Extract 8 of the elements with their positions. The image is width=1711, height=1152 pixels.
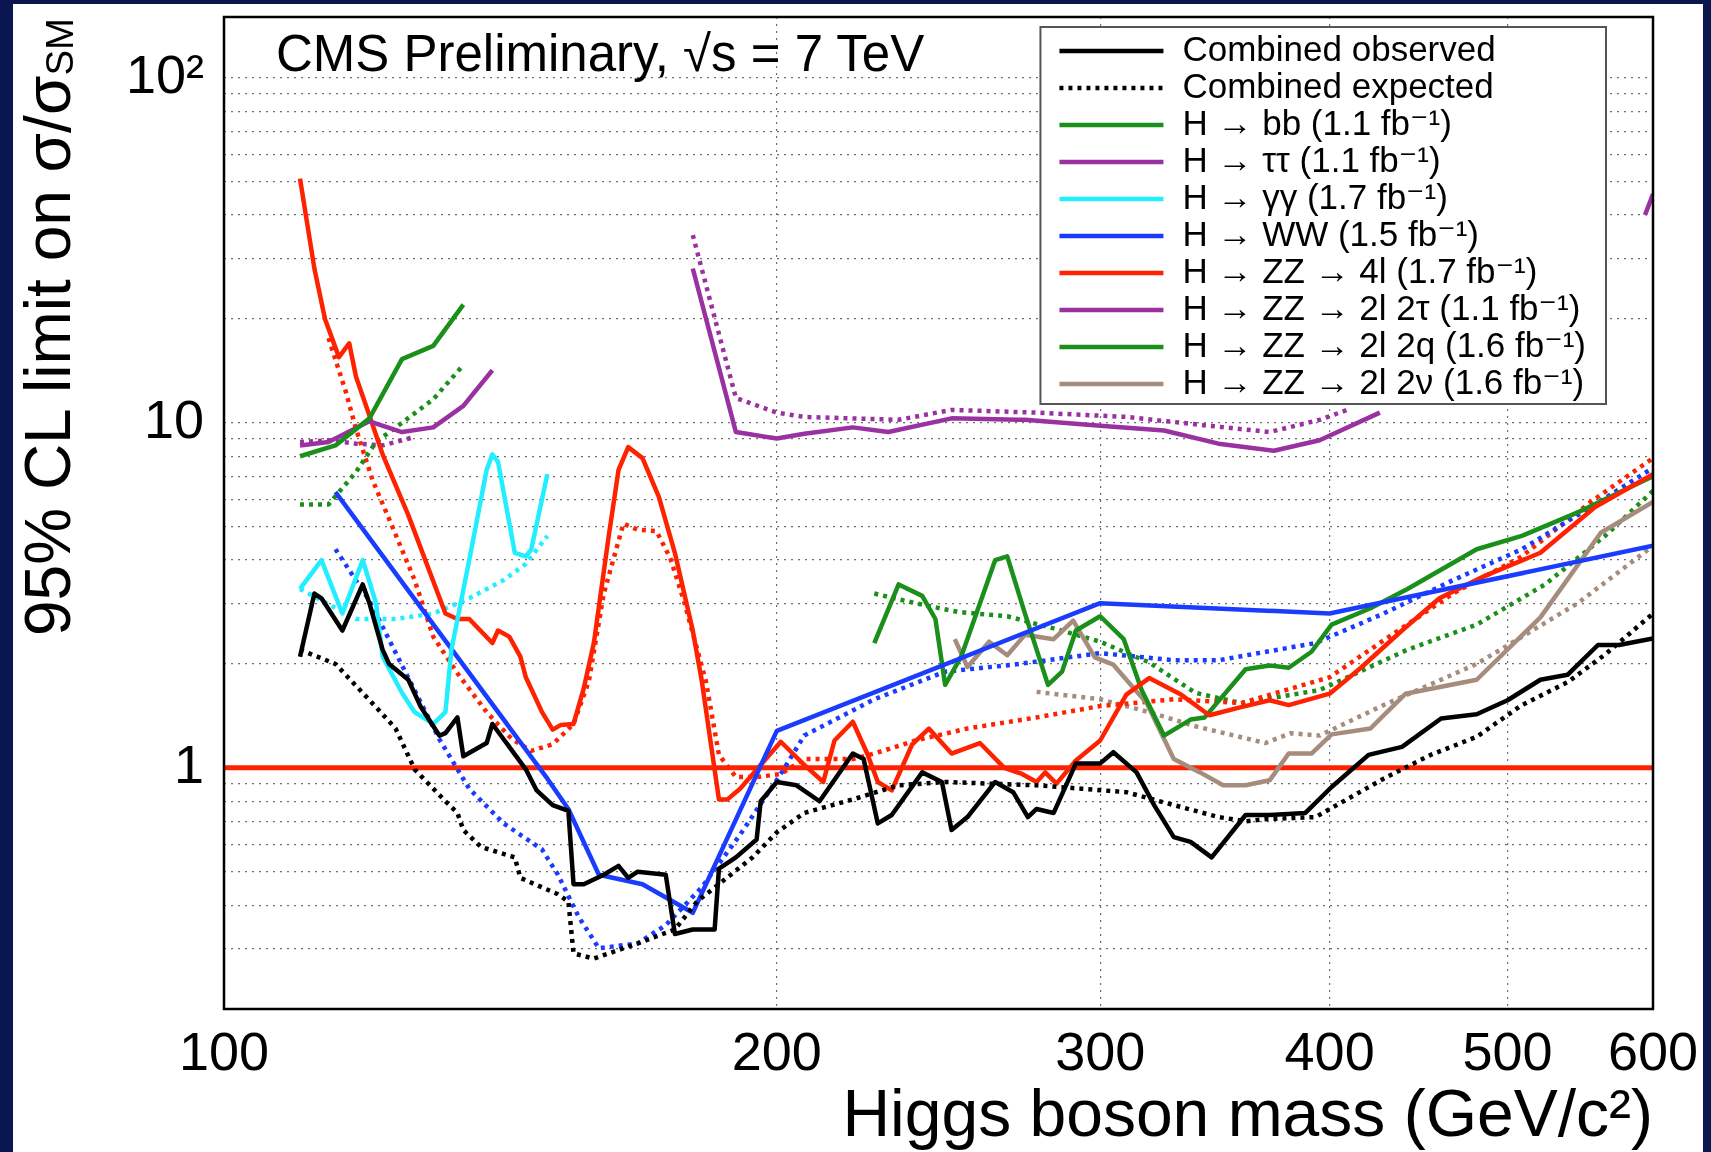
x-tick-label: 200 [731, 1021, 822, 1082]
chart-title: CMS Preliminary, √s = 7 TeV [276, 25, 925, 83]
x-tick-label: 100 [178, 1021, 270, 1082]
legend-label: Combined expected [1182, 65, 1494, 105]
y-tick-label: 10 [143, 388, 204, 449]
y-tick-label: 1 [173, 733, 204, 794]
legend-label: Combined observed [1182, 28, 1496, 68]
y-tick-label: 10² [125, 43, 204, 104]
